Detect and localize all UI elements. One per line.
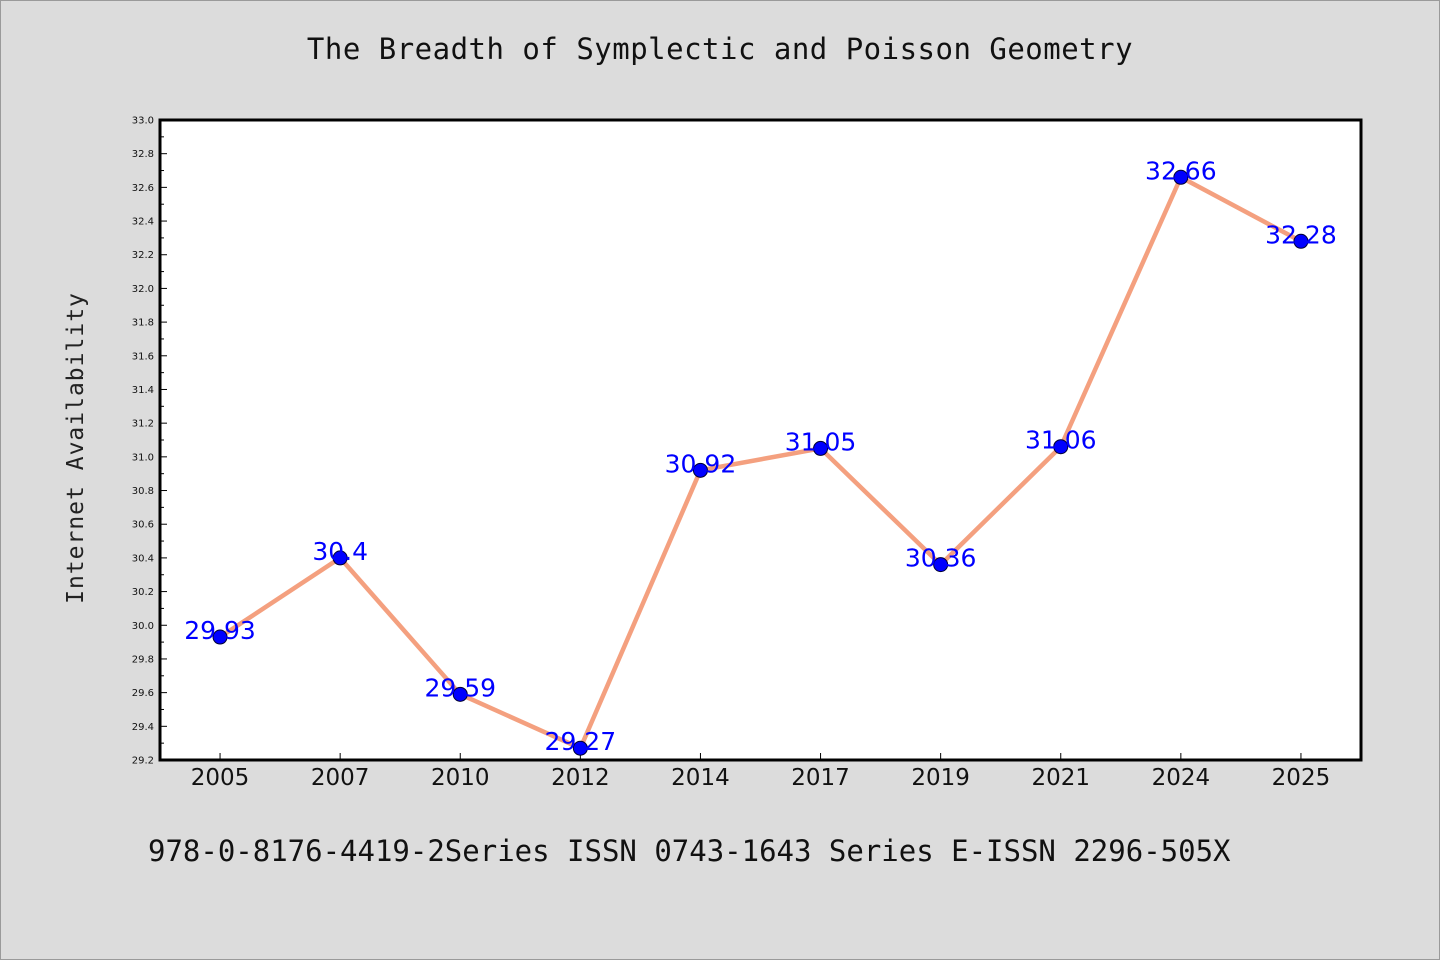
x-tick-label: 2012: [551, 765, 610, 791]
data-label: 31.06: [1025, 426, 1097, 455]
x-tick-label: 2017: [791, 765, 850, 791]
y-tick-label: 30.8: [132, 486, 154, 497]
series-line: [217, 175, 1304, 751]
data-label: 30.36: [905, 544, 977, 573]
data-point-marker: [933, 557, 949, 573]
data-label: 31.05: [785, 427, 857, 456]
data-label: 29.93: [184, 616, 256, 645]
y-tick-label: 30.0: [132, 621, 154, 632]
x-tick-label: 2007: [311, 765, 370, 791]
chart-title: The Breadth of Symplectic and Poisson Ge…: [306, 32, 1134, 66]
y-tick-label: 29.6: [132, 688, 154, 699]
y-tick-label: 33.0: [132, 116, 154, 127]
y-tick-label: 29.2: [132, 756, 154, 767]
y-tick-label: 30.2: [132, 587, 154, 598]
data-label: 29.59: [424, 673, 496, 702]
y-tick-label: 32.0: [132, 284, 154, 295]
y-tick-label: 31.2: [132, 419, 154, 430]
y-tick-label: 29.8: [132, 654, 154, 665]
x-tick-label: 2021: [1031, 765, 1090, 791]
y-tick-label: 30.4: [132, 553, 154, 564]
y-tick-label: 32.2: [132, 250, 154, 261]
data-label: 30.4: [312, 537, 368, 566]
data-label: 32.28: [1265, 220, 1337, 249]
data-point-marker: [572, 740, 588, 756]
data-label: 32.66: [1145, 156, 1217, 185]
x-tick-label: 2019: [911, 765, 970, 791]
y-tick-label: 31.6: [132, 351, 154, 362]
y-tick-label: 32.6: [132, 183, 154, 194]
x-tick-label: 2014: [671, 765, 730, 791]
y-tick-label: 31.8: [132, 318, 154, 329]
data-point-marker: [1053, 439, 1069, 455]
x-tick-label: 2005: [191, 765, 250, 791]
data-point-marker: [452, 686, 468, 702]
data-point-marker: [1293, 233, 1309, 249]
data-label: 30.92: [665, 449, 737, 478]
data-point-marker: [332, 550, 348, 566]
data-label: 29.27: [545, 727, 617, 756]
y-tick-label: 32.8: [132, 149, 154, 160]
plot-area: [158, 118, 1363, 762]
y-tick-label: 29.4: [132, 722, 154, 733]
data-point-marker: [1173, 169, 1189, 185]
y-tick-label: 31.4: [132, 385, 154, 396]
y-tick-label: 30.6: [132, 520, 154, 531]
x-tick-label: 2025: [1272, 765, 1331, 791]
data-point-marker: [692, 462, 708, 478]
y-tick-label: 32.4: [132, 217, 154, 228]
x-tick-label: 2024: [1152, 765, 1211, 791]
y-tick-label: 31.0: [132, 452, 154, 463]
data-point-marker: [212, 629, 228, 645]
data-point-marker: [813, 440, 829, 456]
x-tick-label: 2010: [431, 765, 490, 791]
footer-text: 978-0-8176-4419-2Series ISSN 0743-1643 S…: [148, 834, 1231, 868]
